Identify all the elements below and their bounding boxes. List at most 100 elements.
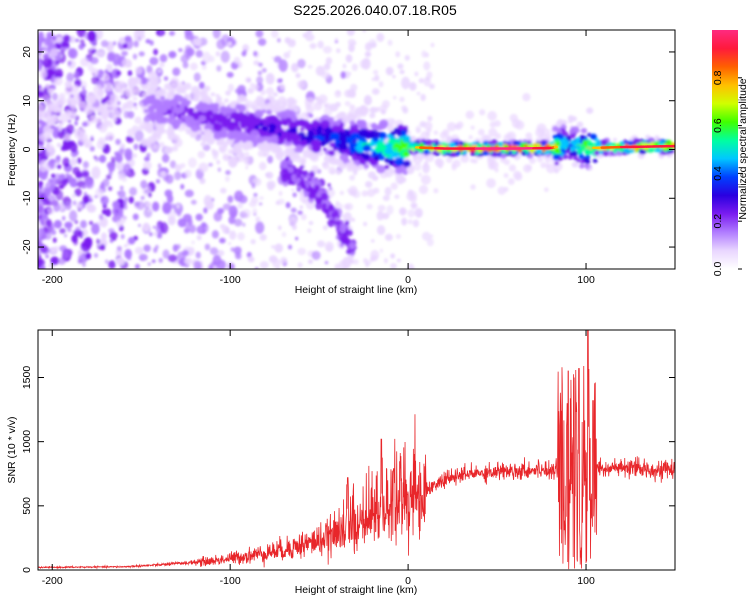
spectrogram-noise-cell xyxy=(178,260,182,265)
spectrogram-ridge-cell xyxy=(579,163,585,169)
spectrogram-noise-cell xyxy=(349,174,356,181)
spectrogram-noise-cell xyxy=(259,261,269,269)
spectrogram-noise-cell xyxy=(62,34,71,43)
spectrogram-haze-cell xyxy=(79,127,86,135)
spectrogram-branch-cell xyxy=(320,192,329,201)
spectrogram-ridge-cell xyxy=(268,129,273,134)
spectrogram-noise-cell xyxy=(227,41,233,46)
spectrogram-branch-cell xyxy=(350,251,355,256)
spectrogram-noise-cell xyxy=(38,228,45,237)
spectrogram-haze-cell xyxy=(423,163,429,169)
spectrogram-noise-cell xyxy=(127,70,133,77)
spectrogram-noise-cell xyxy=(271,30,279,39)
spectrogram-noise-cell xyxy=(416,91,421,96)
spectrogram-haze-cell xyxy=(105,132,115,142)
spectrogram-noise-cell xyxy=(58,173,66,181)
spectrogram-noise-cell xyxy=(50,256,60,266)
spectrogram-noise-cell xyxy=(72,200,77,206)
spectrogram-haze-cell xyxy=(95,92,104,101)
spectrogram-ridge-cell xyxy=(556,128,562,134)
spectrogram-noise-cell xyxy=(71,234,78,243)
spectrogram-noise-cell xyxy=(350,83,358,92)
spectrogram-ridge-cell xyxy=(256,102,262,107)
spectrogram-noise-cell xyxy=(65,42,70,48)
spectrogram-noise-cell xyxy=(153,231,158,237)
spectrogram-noise-cell xyxy=(93,253,99,258)
spectrogram-noise-cell xyxy=(378,81,384,88)
spectrogram-noise-cell xyxy=(143,156,150,162)
spectrogram-noise-cell xyxy=(389,118,396,124)
spectrogram-noise-cell xyxy=(271,56,275,60)
spectrogram-branch-cell xyxy=(288,159,293,165)
spectrogram-noise-cell xyxy=(222,225,230,234)
spectrogram-noise-cell xyxy=(427,115,433,122)
spectrogram-ridge-cell xyxy=(587,132,592,137)
spectrogram-noise-cell xyxy=(79,39,85,44)
spectrogram-haze-cell xyxy=(330,169,336,175)
spectrogram-ridge-cell xyxy=(459,141,464,146)
spectrogram-haze-cell xyxy=(465,110,475,120)
spectrogram-noise-cell xyxy=(307,228,312,233)
spectrogram-noise-cell xyxy=(126,136,131,142)
colorbar-label: Normalized spectral amplitude xyxy=(737,78,749,219)
spectrogram-ridge-cell xyxy=(362,144,372,153)
spectrogram-haze-cell xyxy=(198,162,209,173)
spectrogram-ridge-cell xyxy=(316,121,322,127)
spectrogram-noise-cell xyxy=(157,69,162,73)
spectrogram-noise-cell xyxy=(374,89,378,94)
spectrogram-noise-cell xyxy=(69,35,76,44)
spectrogram-ridge-cell xyxy=(654,135,660,140)
spectrogram-haze-cell xyxy=(228,155,239,166)
spectrogram-noise-cell xyxy=(54,173,61,182)
spectrogram-noise-cell xyxy=(196,234,202,241)
spectrogram-ridge-cell xyxy=(211,150,219,157)
spectrogram-branch-cell xyxy=(315,201,323,210)
spectrogram-noise-cell xyxy=(274,243,283,253)
spectrogram-ridge-cell xyxy=(349,147,356,154)
spectrogram-ridge-cell xyxy=(287,104,292,109)
spectrogram-noise-cell xyxy=(421,50,427,58)
spectrogram-ridge-cell xyxy=(180,114,186,119)
spectrogram-noise-cell xyxy=(47,178,53,183)
spectrogram-ridge-cell xyxy=(559,128,566,134)
spectrogram-noise-cell xyxy=(133,143,139,150)
spectrogram-ridge-cell xyxy=(205,115,211,120)
spectrogram-haze-cell xyxy=(528,157,536,165)
spectrogram-noise-cell xyxy=(133,33,143,43)
spectrogram-ridge-cell xyxy=(535,148,543,155)
spectrogram-ridge-cell xyxy=(278,152,284,157)
spectrogram-haze-cell xyxy=(142,92,148,98)
spectrogram-ridge-cell xyxy=(635,138,641,144)
spectrogram-noise-cell xyxy=(124,35,132,42)
spectrogram-ridge-cell xyxy=(448,141,456,149)
spectrogram-noise-cell xyxy=(371,77,376,82)
spectrogram-noise-cell xyxy=(67,48,76,58)
spectrogram-noise-cell xyxy=(38,205,45,214)
spectrogram-ridge-cell xyxy=(259,118,266,124)
spectrogram-noise-cell xyxy=(361,63,367,69)
spectrogram-ridge-cell xyxy=(580,127,588,134)
spectrogram-noise-cell xyxy=(300,213,307,221)
spectrogram-noise-cell xyxy=(387,39,393,46)
spectrogram-haze-cell xyxy=(66,110,77,120)
spectrogram-ridge-cell xyxy=(378,132,388,140)
spectrogram-ridge-cell xyxy=(560,148,565,153)
spectrogram-ridge-cell xyxy=(520,151,526,156)
spectrogram-noise-cell xyxy=(87,30,97,42)
spectrogram-ridge-cell xyxy=(576,121,584,128)
spectrogram-noise-cell xyxy=(253,50,258,57)
spectrogram-noise-cell xyxy=(365,262,369,268)
spectrogram-ridge-cell xyxy=(292,138,300,146)
spectrogram-noise-cell xyxy=(348,43,355,53)
spectrogram-noise-cell xyxy=(266,180,276,189)
spectrogram-noise-cell xyxy=(112,53,122,65)
spectrogram-noise-cell xyxy=(385,66,394,76)
spectrogram-ridge-cell xyxy=(261,125,269,132)
spectrogram-ridge-cell xyxy=(450,151,456,157)
spectrogram-noise-cell xyxy=(134,263,140,269)
spectrogram-noise-cell xyxy=(283,52,291,59)
spectrogram-noise-cell xyxy=(401,76,411,90)
spectrogram-noise-cell xyxy=(120,216,126,224)
spectrogram-haze-cell xyxy=(80,57,90,67)
spectrogram-haze-cell xyxy=(311,165,319,173)
